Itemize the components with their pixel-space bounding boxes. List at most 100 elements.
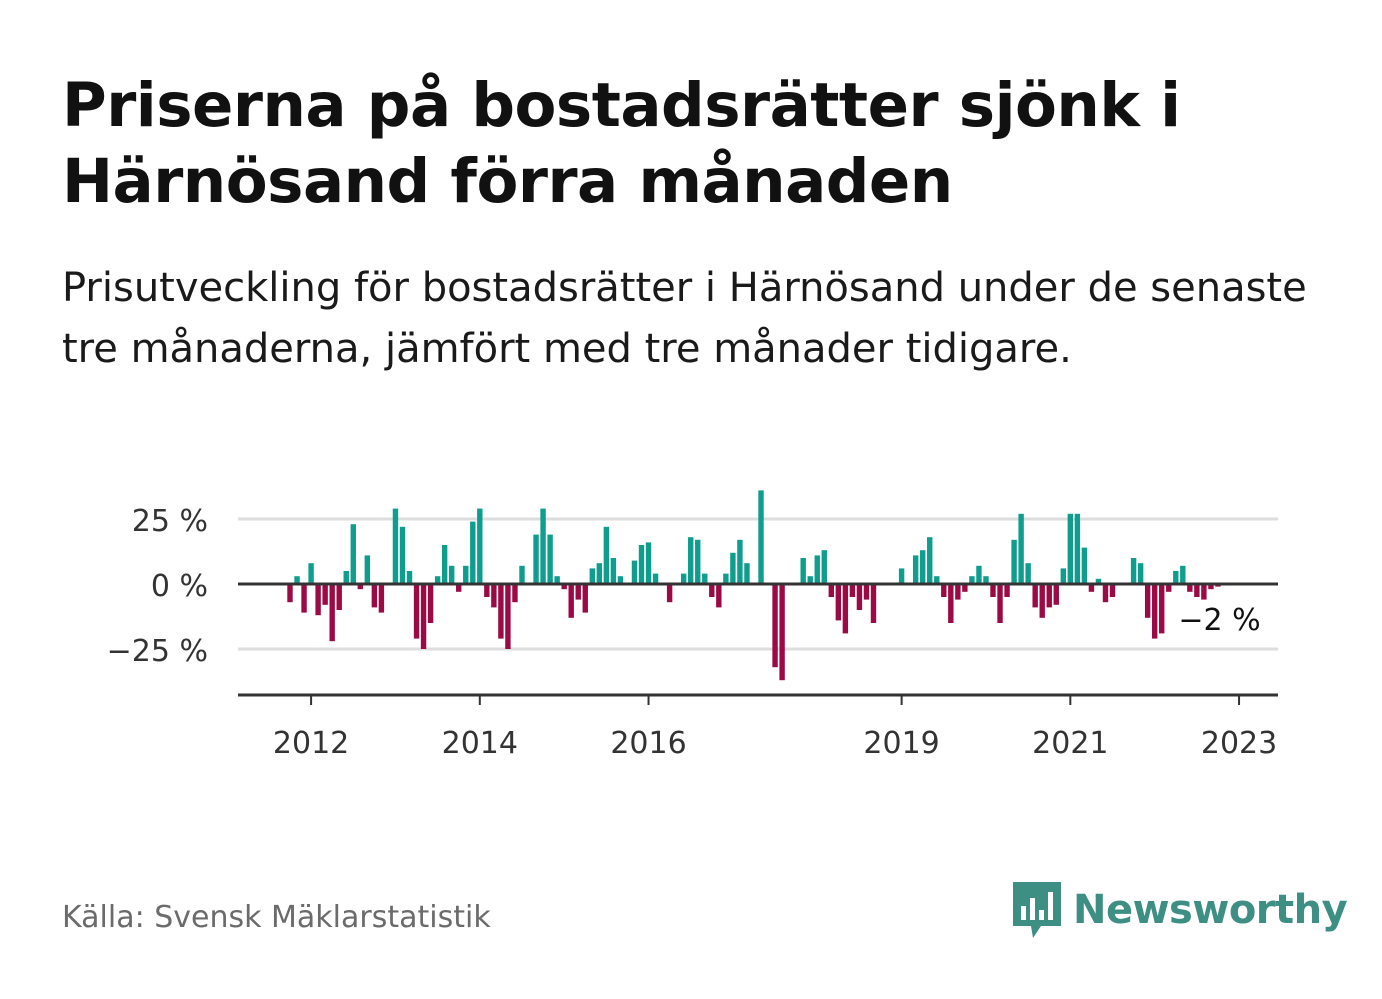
bar: [589, 568, 595, 584]
bar: [301, 584, 307, 613]
x-tick-label: 2021: [1032, 726, 1108, 761]
bar: [941, 584, 947, 597]
bar: [406, 571, 413, 584]
bar: [1130, 558, 1137, 584]
bar: [680, 573, 687, 584]
bar: [364, 555, 371, 584]
y-tick-label: 25 %: [132, 504, 208, 539]
bar: [800, 558, 806, 584]
bar: [870, 584, 877, 623]
bar: [849, 584, 856, 597]
bar: [638, 545, 645, 584]
bar: [371, 584, 378, 608]
chart-subtitle: Prisutveckling för bostadsrätter i Härnö…: [62, 265, 1307, 372]
bar: [934, 576, 940, 584]
bar: [540, 508, 546, 584]
bar: [350, 524, 356, 584]
bar: [547, 534, 553, 584]
bar: [730, 552, 736, 584]
bar: [294, 576, 300, 584]
bar: [695, 539, 701, 584]
bar: [835, 584, 842, 621]
bar: [1137, 563, 1144, 584]
bar: [1159, 584, 1165, 634]
bar: [645, 542, 652, 584]
bar: [814, 555, 820, 584]
bar: [1025, 563, 1031, 584]
newsworthy-logo: Newsworthy: [1011, 878, 1348, 942]
bar: [505, 584, 511, 649]
bar: [512, 584, 518, 603]
bar: [1144, 584, 1151, 618]
x-tick-label: 2012: [273, 726, 349, 761]
bar: [484, 584, 490, 597]
bar: [828, 584, 835, 597]
bar: [997, 584, 1003, 623]
bar: [533, 534, 539, 584]
bar: [807, 576, 813, 584]
bar: [962, 584, 968, 592]
bar: [1032, 584, 1038, 608]
bar: [329, 584, 335, 642]
bar: [1074, 513, 1081, 584]
bar: [1004, 584, 1010, 597]
bar: [308, 563, 314, 584]
bar: [357, 584, 363, 590]
bar: [898, 568, 905, 584]
bar: [617, 576, 624, 584]
bar: [842, 584, 849, 634]
bar: [456, 584, 462, 592]
bar: [1201, 584, 1207, 600]
bar: [1194, 584, 1200, 597]
bar: [1187, 584, 1193, 592]
bar: [1081, 547, 1088, 584]
bar: [441, 545, 448, 584]
bar: [744, 563, 750, 584]
bar: [477, 508, 483, 584]
bar: [1060, 568, 1066, 584]
bar: [1018, 513, 1024, 584]
y-tick-label: −25 %: [107, 634, 208, 669]
bar: [920, 550, 926, 584]
bar: [470, 521, 476, 584]
bar-chart: 25 % 0 % −25 % 2012 2014 2016 2019 2021 2023 −2…: [107, 490, 1278, 761]
bar: [652, 573, 659, 584]
bar: [1173, 571, 1179, 584]
bar: [863, 584, 870, 600]
x-tick-label: 2016: [610, 726, 686, 761]
bar: [1088, 584, 1095, 592]
bar: [709, 584, 715, 597]
bar: [631, 560, 638, 584]
last-value-label: −2 %: [1178, 603, 1260, 638]
bar: [463, 565, 469, 584]
bar: [491, 584, 497, 608]
bar: [702, 573, 708, 584]
bar: [315, 584, 321, 616]
bar: [758, 490, 764, 584]
bar: [969, 576, 975, 584]
bar: [1180, 565, 1186, 584]
bar: [336, 584, 342, 610]
bar: [821, 550, 827, 584]
bar: [1039, 584, 1045, 618]
x-tick-label: 2014: [442, 726, 518, 761]
source-note: Källa: Svensk Mäklarstatistik: [62, 900, 491, 935]
bar: [596, 563, 603, 584]
bar: [427, 584, 434, 623]
bar: [561, 584, 567, 590]
bar: [603, 526, 610, 584]
bar: [716, 584, 722, 608]
bar: [1046, 584, 1052, 608]
bar: [666, 584, 673, 603]
bar: [737, 539, 743, 584]
chart-title: Priserna på bostadsrätter sjönk i Härnös…: [62, 70, 1181, 217]
bar: [1166, 584, 1172, 592]
bar: [912, 555, 919, 584]
newsworthy-icon: [1013, 882, 1061, 938]
brand-name: Newsworthy: [1073, 887, 1348, 933]
bar: [1095, 578, 1102, 584]
bar: [582, 584, 588, 613]
bar: [610, 558, 617, 584]
bar: [554, 576, 560, 584]
bar: [378, 584, 385, 613]
